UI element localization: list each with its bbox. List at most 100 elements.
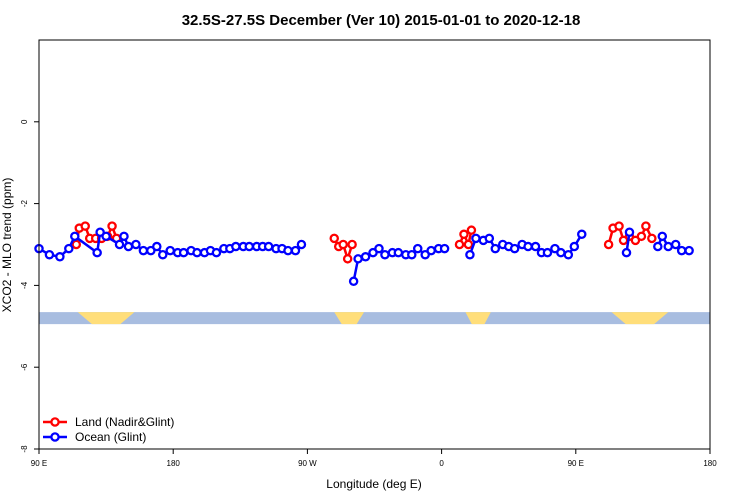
series-2-point-68: [563, 249, 574, 260]
x-tick-label-2: 180: [167, 459, 181, 468]
legend: Land (Nadir&Glint)Ocean (Glint): [43, 415, 174, 444]
legend-label-2: Ocean (Glint): [75, 430, 146, 444]
y-tick-label-5: -8: [20, 445, 29, 453]
series-2-point-29: [244, 241, 254, 252]
series-2-point-16: [158, 249, 168, 260]
series-2-point-10: [119, 231, 129, 242]
series-2-point-27: [231, 241, 241, 252]
series-1-point-12: [338, 239, 348, 250]
x-tick-label-5: 90 E: [568, 459, 584, 468]
series-2-point-4: [64, 243, 74, 254]
series-2-point-67: [556, 247, 566, 258]
series-2-point-65: [542, 247, 553, 258]
series-2-point-56: [484, 233, 495, 244]
legend-label-1: Land (Nadir&Glint): [75, 415, 174, 429]
plot-frame: [38, 39, 711, 450]
legend-marker-1: [50, 417, 60, 427]
series-1-point-16: [459, 229, 469, 240]
chart-title: 32.5S-27.5S December (Ver 10) 2015-01-01…: [182, 12, 581, 29]
x-tick-label-6: 180: [703, 459, 717, 468]
x-tick-label-3: 90 W: [298, 459, 317, 468]
series-2-point-3: [55, 252, 65, 262]
series-1-point-27: [647, 233, 657, 244]
series-2-point-21: [192, 247, 202, 258]
series-2-point-54: [471, 233, 481, 244]
series-1-point-15: [454, 239, 465, 250]
series-1-point-3: [80, 221, 90, 231]
series-2-point-37: [296, 239, 307, 250]
series-2-point-38: [348, 276, 359, 287]
series-1-point-21: [614, 221, 624, 231]
series-2-point-72: [624, 227, 635, 237]
series-2-point-45: [393, 247, 404, 258]
series-2-point-77: [676, 245, 687, 256]
series-2-point-63: [530, 241, 541, 252]
series-2-point-71: [621, 247, 632, 258]
series-1-point-14: [347, 239, 357, 250]
series-1-point-13: [342, 254, 353, 264]
x-axis: 90 E 180 90 W 0 90 E 180: [31, 449, 717, 468]
series-2-point-75: [663, 241, 673, 252]
x-tick-label-1: 90 E: [31, 459, 47, 468]
series-1-point-1: [71, 239, 82, 250]
series-2-point-11: [123, 241, 134, 252]
series-2-point-43: [380, 249, 390, 260]
land-segment-1: [77, 312, 135, 325]
series-2-point-19: [178, 247, 189, 258]
y-tick-label-4: -6: [20, 363, 29, 371]
y-tick-label-1: 0: [20, 119, 29, 124]
ocean-band: [39, 312, 710, 325]
series-2-point-40: [360, 252, 371, 262]
series-2-point-2: [44, 249, 55, 260]
series-2-point-53: [465, 249, 475, 260]
y-tick-label-3: -4: [20, 281, 29, 289]
series-2-point-74: [657, 231, 668, 242]
land-segment-4: [611, 312, 669, 325]
series-2-point-52: [439, 243, 450, 254]
land-segment-3: [465, 312, 491, 325]
y-tick-label-2: -2: [20, 199, 29, 207]
series-2-point-47: [407, 249, 417, 260]
series-2-point-35: [283, 245, 293, 256]
y-axis-label: XCO2 - MLO trend (ppm): [0, 178, 14, 313]
legend-marker-2: [50, 432, 60, 442]
series-1-point-26: [641, 221, 651, 231]
y-axis: 0 -2 -4 -6 -8: [20, 119, 39, 453]
series-2-point-15: [152, 241, 162, 252]
series-2-point-73: [653, 241, 663, 252]
series-2-point-8: [101, 231, 111, 242]
series-2: [34, 227, 694, 287]
series-1-point-19: [603, 239, 614, 250]
series-2-point-48: [412, 243, 423, 254]
series-2-point-50: [426, 245, 436, 256]
series-2-point-6: [92, 247, 102, 258]
series-2-point-36: [290, 245, 301, 256]
x-axis-label: Longitude (deg E): [326, 477, 421, 491]
series-2-point-70: [577, 229, 587, 240]
series-2-point-32: [263, 241, 274, 252]
series-2-point-78: [684, 245, 694, 256]
series-2-point-13: [138, 245, 149, 256]
series-2-point-76: [670, 239, 681, 250]
series-2-point-62: [523, 241, 533, 252]
series-2-point-60: [509, 243, 520, 254]
series-2-point-5: [70, 231, 80, 242]
series-2-point-9: [114, 239, 125, 250]
series-1-point-8: [107, 221, 117, 231]
series-2-point-57: [490, 243, 501, 254]
series-2-point-69: [569, 241, 580, 252]
land-ocean-band: [39, 312, 710, 325]
x-tick-label-4: 0: [439, 459, 444, 468]
series-layer: [34, 221, 694, 287]
series-2-point-39: [353, 254, 363, 264]
series-2-point-17: [165, 245, 175, 256]
series-1-point-18: [466, 225, 477, 235]
series-1-point-17: [463, 239, 474, 250]
series-1-point-25: [636, 231, 647, 242]
series-1-point-10: [329, 233, 339, 244]
land-segment-2: [334, 312, 365, 325]
series-2-point-24: [211, 247, 222, 258]
series-2-point-12: [131, 239, 141, 250]
series-2-point-42: [374, 243, 384, 254]
